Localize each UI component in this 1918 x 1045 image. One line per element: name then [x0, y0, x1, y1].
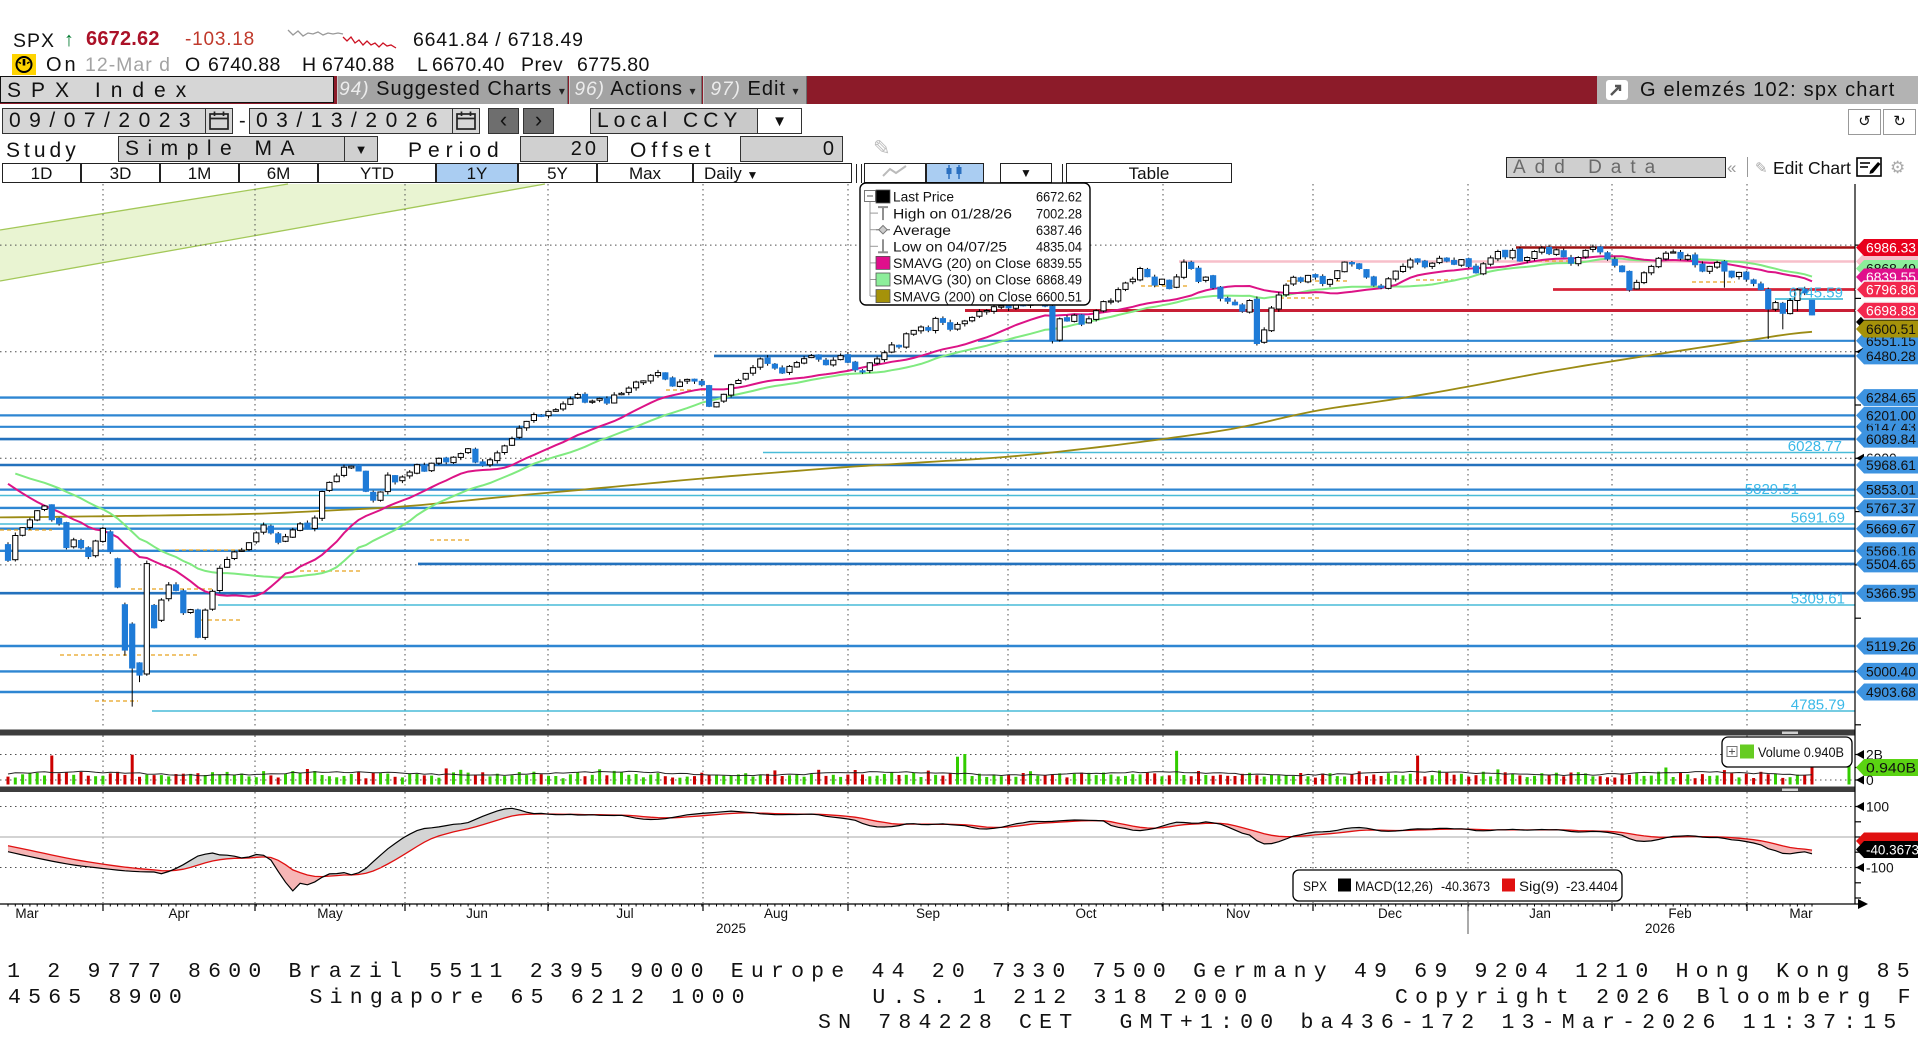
svg-text:5119.26: 5119.26: [1866, 639, 1916, 654]
svg-text:6868.49: 6868.49: [1036, 273, 1082, 289]
svg-text:Volume 0.940B: Volume 0.940B: [1758, 744, 1844, 760]
svg-text:6480.28: 6480.28: [1866, 349, 1916, 364]
svg-text:2025: 2025: [716, 921, 746, 936]
svg-text:Average: Average: [893, 223, 951, 239]
svg-text:Aug: Aug: [764, 906, 788, 921]
svg-text:Oct: Oct: [1075, 906, 1096, 921]
svg-text:6745.59: 6745.59: [1789, 285, 1843, 302]
svg-text:Jan: Jan: [1529, 906, 1551, 921]
svg-text:5366.95: 5366.95: [1866, 586, 1916, 601]
svg-text:May: May: [317, 906, 343, 921]
svg-text:6600.51: 6600.51: [1866, 322, 1916, 337]
svg-text:5767.37: 5767.37: [1866, 501, 1916, 516]
svg-text:6839.55: 6839.55: [1036, 256, 1082, 272]
svg-text:4835.04: 4835.04: [1036, 240, 1082, 256]
svg-text:-40.3673: -40.3673: [1866, 843, 1918, 858]
svg-text:Sig(9): Sig(9): [1519, 878, 1559, 894]
svg-text:Dec: Dec: [1378, 906, 1402, 921]
svg-text:SMAVG (20) on Close: SMAVG (20) on Close: [893, 256, 1031, 272]
svg-text:0: 0: [1866, 773, 1874, 788]
svg-text:6089.84: 6089.84: [1866, 432, 1916, 447]
svg-text:0.940B: 0.940B: [1866, 761, 1916, 776]
svg-text:5669.67: 5669.67: [1866, 522, 1916, 537]
svg-text:5853.01: 5853.01: [1866, 483, 1916, 498]
svg-text:6201.00: 6201.00: [1866, 408, 1916, 423]
svg-text:Mar: Mar: [1789, 906, 1813, 921]
svg-text:Apr: Apr: [168, 906, 190, 921]
svg-text:2B: 2B: [1866, 748, 1883, 763]
svg-text:-100: -100: [1866, 861, 1894, 876]
svg-text:Feb: Feb: [1668, 906, 1691, 921]
svg-text:Nov: Nov: [1226, 906, 1250, 921]
svg-text:Low on 04/07/25: Low on 04/07/25: [893, 240, 1007, 256]
svg-text:4903.68: 4903.68: [1866, 685, 1916, 700]
svg-text:2026: 2026: [1645, 921, 1675, 936]
svg-text:6028.77: 6028.77: [1788, 438, 1842, 455]
svg-text:5309.61: 5309.61: [1791, 591, 1845, 608]
svg-text:7002.28: 7002.28: [1036, 206, 1082, 222]
svg-text:6698.88: 6698.88: [1866, 304, 1916, 319]
svg-text:SMAVG (200) on Close: SMAVG (200) on Close: [893, 289, 1032, 305]
svg-text:4785.79: 4785.79: [1791, 697, 1845, 714]
svg-text:-23.4404: -23.4404: [1566, 878, 1618, 894]
svg-text:100: 100: [1866, 800, 1889, 815]
svg-text:6796.86: 6796.86: [1866, 283, 1916, 298]
svg-text:Sep: Sep: [916, 906, 940, 921]
svg-text:Jul: Jul: [616, 906, 633, 921]
svg-text:5968.61: 5968.61: [1866, 458, 1916, 473]
svg-text:6551.15: 6551.15: [1866, 334, 1916, 349]
svg-text:5691.69: 5691.69: [1791, 510, 1845, 527]
svg-text:5504.65: 5504.65: [1866, 557, 1916, 572]
svg-text:Mar: Mar: [15, 906, 39, 921]
svg-text:6600.51: 6600.51: [1036, 289, 1082, 305]
svg-text:5829.51: 5829.51: [1745, 481, 1799, 498]
svg-text:6672.62: 6672.62: [1036, 190, 1082, 206]
svg-text:Last Price: Last Price: [893, 190, 954, 206]
svg-text:SN 784228 CET GMT+1:00 ba436-: SN 784228 CET GMT+1:00 ba436-172 13-Mar-…: [818, 1011, 1904, 1035]
svg-text:5566.16: 5566.16: [1866, 544, 1916, 559]
svg-text:6284.65: 6284.65: [1866, 391, 1916, 406]
svg-text:4565 8900 Singapore 65 62: 4565 8900 Singapore 65 6212 1000 U.S. 1 …: [8, 986, 1918, 1010]
svg-text:MACD(12,26): MACD(12,26): [1355, 878, 1433, 894]
svg-text:Jun: Jun: [466, 906, 488, 921]
svg-text:6986.33: 6986.33: [1866, 241, 1916, 256]
svg-text:5000.40: 5000.40: [1866, 664, 1916, 679]
svg-text:61 2 9777 8600 Brazil 5511 239: 61 2 9777 8600 Brazil 5511 2395 9000 Eur…: [0, 960, 1918, 984]
svg-text:6387.46: 6387.46: [1036, 223, 1082, 239]
svg-text:-40.3673: -40.3673: [1441, 878, 1490, 894]
svg-text:SPX: SPX: [1303, 878, 1328, 894]
svg-text:High on 01/28/26: High on 01/28/26: [893, 206, 1012, 222]
svg-text:SMAVG (30) on Close: SMAVG (30) on Close: [893, 273, 1031, 289]
